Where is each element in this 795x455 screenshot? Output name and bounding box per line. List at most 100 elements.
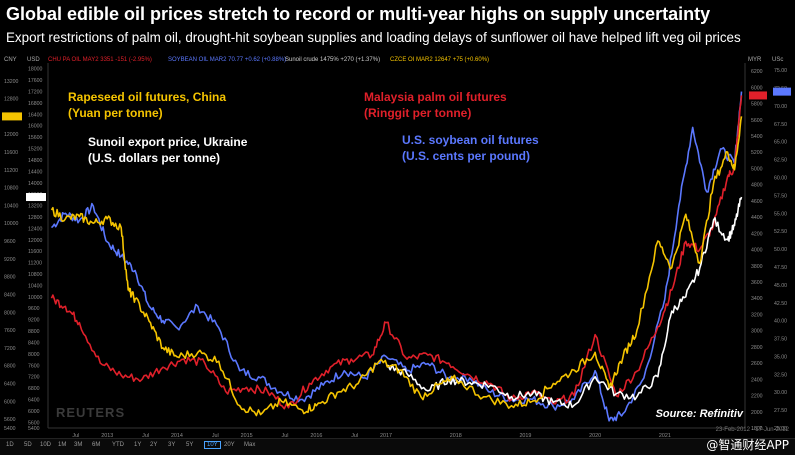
usd-tick-label: 14400 [28,169,43,175]
range-button-1d[interactable]: 1D [6,442,14,448]
usd-tick-label: 18000 [28,67,43,73]
range-button-1m[interactable]: 1M [58,442,67,448]
myr-tick-label: 2600 [751,361,763,367]
x-tick-label: 2018 [450,433,462,438]
range-button-6m[interactable]: 6M [92,442,101,448]
range-button-max[interactable]: Max [244,442,256,448]
cny-tick-label: 6000 [4,399,16,405]
usd-tick-label: 11200 [28,261,42,267]
usc-tick-label: 30.00 [774,390,787,396]
date-range-stamp: 23-Feb-2012 - 17-Jun-2022 [715,427,789,433]
myr-axis-label: MYR [748,57,762,63]
myr-tick-label: 4400 [751,215,763,221]
range-button-ytd[interactable]: YTD [112,442,124,448]
range-button-5d[interactable]: 5D [24,442,32,448]
usc-tick-label: 42.50 [774,301,787,307]
range-button-3y[interactable]: 3Y [168,442,176,448]
myr-tick-label: 2000 [751,410,763,416]
usc-tick-label: 37.50 [774,337,787,343]
range-button-20y[interactable]: 20Y [224,442,235,448]
sun-ticker[interactable]: Sunoil crude 1475% +270 (+1.37%) [285,57,381,63]
range-button-5y[interactable]: 5Y [186,442,194,448]
usd-tick-label: 7200 [28,375,40,381]
x-tick-label: Jul [212,433,219,438]
cny-tick-label: 6400 [4,381,16,387]
chart-subtitle: Export restrictions of palm oil, drought… [6,30,741,45]
cny-tick-label: 8400 [4,292,16,298]
usd-tick-label: 14800 [28,158,43,164]
usc-tick-label: 55.00 [774,211,787,217]
usc-tick-label: 32.50 [774,372,787,378]
myr-tick-label: 6000 [751,85,763,91]
usd-tick-label: 11600 [28,249,42,255]
cny-tick-label: 10800 [4,186,19,192]
info-bar: CNY USD CHU PA OIL MAY2 3351 -151 (-2.95… [0,55,795,67]
x-tick-label: 2017 [380,433,392,438]
x-tick-label: 2014 [171,433,183,438]
soy-ticker[interactable]: SOYBEAN OIL MAR2 70.77 +0.62 (+0.88%) [168,57,287,63]
range-button-3m[interactable]: 3M [74,442,83,448]
usd-tick-label: 5400 [28,426,40,432]
usc-tick-label: 25.00 [774,426,787,432]
myr-tick-label: 5400 [751,134,763,140]
usd-tick-label: 13200 [28,204,43,210]
cny-tick-label: 12000 [4,132,19,138]
usc-axis-label: USc [772,57,784,63]
usd-tick-label: 6800 [28,386,40,392]
myr-tick-label: 3000 [751,329,763,335]
usd-tick-label: 5600 [28,420,40,426]
myr-tick-label: 4800 [751,183,763,189]
usd-tick-label: 9200 [28,318,40,324]
usc-tick-label: 27.50 [774,408,787,414]
source-credit: Source: Refinitiv [655,408,743,420]
rape-ticker[interactable]: CZCE OI MAR2 12647 +75 (+0.60%) [390,57,490,63]
myr-tick-label: 4600 [751,199,763,205]
range-button-10d[interactable]: 10D [40,442,52,448]
cny-tick-label: 12800 [4,97,19,103]
usd-tick-label: 15200 [28,147,43,153]
myr-tick-label: 3600 [751,280,763,286]
usd-axis-label: USD [27,57,40,63]
usd-tick-label: 16000 [28,124,43,130]
series-line-2 [50,95,743,410]
x-tick-label: Jul [351,433,358,438]
line-chart[interactable]: 5400560060006400680072007600800084008800… [0,55,795,438]
usc-tick-label: 52.50 [774,229,787,235]
usc-tick-label: 57.50 [774,193,787,199]
x-tick-label: 2020 [589,433,601,438]
watermark: @智通财经APP [706,438,789,452]
cny-tick-label: 7600 [4,328,16,334]
usd-tick-label: 10400 [28,283,43,289]
usd-tick-label: 12800 [28,215,43,221]
usd-tick-label: 6400 [28,397,40,403]
cny-axis-label: CNY [4,57,17,63]
myr-tick-label: 5600 [751,118,763,124]
sun-last-tag [26,193,46,202]
cny-tick-label: 9600 [4,239,16,245]
usd-tick-label: 17200 [28,90,43,96]
usc-tick-label: 45.00 [774,283,787,289]
range-button-1y[interactable]: 1Y [134,442,142,448]
myr-tick-label: 5800 [751,102,763,108]
usd-tick-label: 6000 [28,409,40,415]
usc-tick-label: 47.50 [774,265,787,271]
palm-ticker[interactable]: CHU PA OIL MAY2 3351 -151 (-2.95%) [48,57,152,63]
cny-tick-label: 11200 [4,168,18,174]
usd-tick-label: 12000 [28,238,43,244]
reuters-logo: REUTERS [56,405,126,420]
usd-tick-label: 8800 [28,329,40,335]
annotation-rapeseed: Rapeseed oil futures, China (Yuan per ton… [68,90,227,120]
annotation-sunoil: Sunoil export price, Ukraine (U.S. dollar… [88,135,248,165]
cny-tick-label: 13200 [4,79,19,85]
range-button-2y[interactable]: 2Y [150,442,158,448]
usd-tick-label: 10000 [28,295,43,301]
cny-tick-label: 11600 [4,150,18,156]
range-button-10y[interactable]: 10Y [204,441,221,449]
usd-tick-label: 7600 [28,363,40,369]
myr-tick-label: 4000 [751,248,763,254]
myr-tick-label: 3800 [751,264,763,270]
myr-tick-label: 2800 [751,345,763,351]
x-tick-label: Jul [142,433,149,438]
myr-tick-label: 5200 [751,150,763,156]
usd-tick-label: 10800 [28,272,43,278]
